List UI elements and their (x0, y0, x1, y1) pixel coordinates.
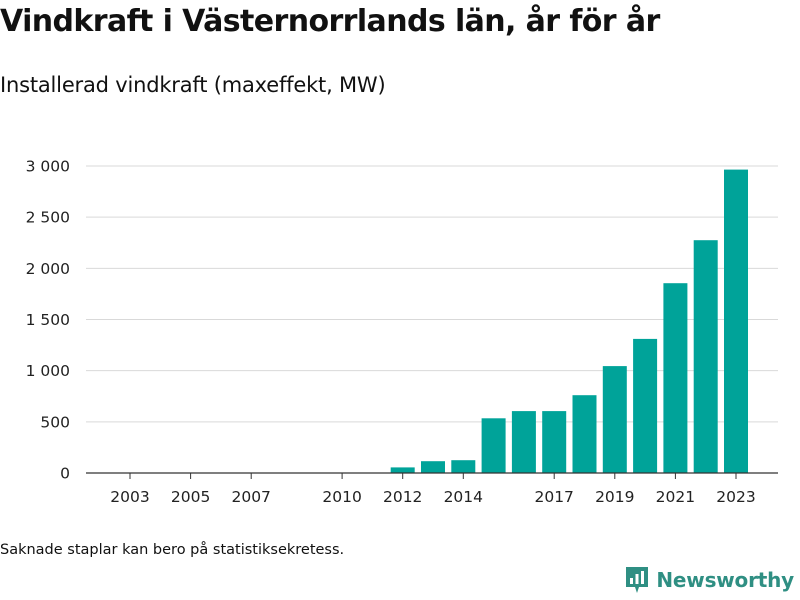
x-tick-label: 2019 (595, 488, 634, 506)
bar-chart: 0 500 1 000 1 500 2 000 2 500 3 000 2003 2005 200… (26, 158, 778, 506)
bar-2021 (663, 283, 688, 473)
x-tick-label: 2014 (444, 488, 483, 506)
newsworthy-brand: Newsworthy (624, 564, 794, 596)
y-tick-label: 2 000 (26, 260, 70, 278)
brand-name: Newsworthy (656, 568, 794, 592)
bar-2022 (693, 240, 718, 473)
bar-2018 (572, 395, 597, 473)
bar-2012 (390, 467, 415, 473)
x-tick-label: 2010 (322, 488, 361, 506)
y-tick-label: 0 (60, 465, 70, 483)
x-tick-label: 2021 (656, 488, 695, 506)
axes: 0 500 1 000 1 500 2 000 2 500 3 000 2003 2005 200… (26, 158, 778, 506)
bar-2017 (542, 411, 567, 473)
y-tick-label: 2 500 (26, 209, 70, 227)
bar-2019 (602, 366, 627, 473)
x-tick-label: 2007 (231, 488, 270, 506)
x-tick-label: 2005 (171, 488, 210, 506)
bar-2023 (724, 169, 748, 473)
y-tick-label: 500 (40, 413, 70, 431)
bars (390, 169, 748, 473)
footnote: Saknade staplar kan bero på statistiksek… (0, 542, 345, 558)
y-tick-label: 1 000 (26, 362, 70, 380)
bar-chart-logo-icon (626, 567, 649, 593)
x-tick-label: 2023 (716, 488, 755, 506)
gridlines (86, 165, 778, 423)
bar-2015 (481, 418, 506, 473)
x-tick-label: 2012 (383, 488, 422, 506)
chart-subtitle: Installerad vindkraft (maxeffekt, MW) (0, 73, 386, 97)
bar-2016 (511, 411, 536, 473)
y-tick-label: 3 000 (26, 158, 70, 176)
x-tick-label: 2017 (534, 488, 573, 506)
bar-2020 (633, 338, 658, 473)
bar-2013 (421, 461, 445, 473)
y-tick-label: 1 500 (26, 311, 70, 329)
x-tick-label: 2003 (110, 488, 149, 506)
bar-2014 (451, 460, 476, 473)
chart-title: Vindkraft i Västernorrlands län, år för … (0, 4, 660, 39)
